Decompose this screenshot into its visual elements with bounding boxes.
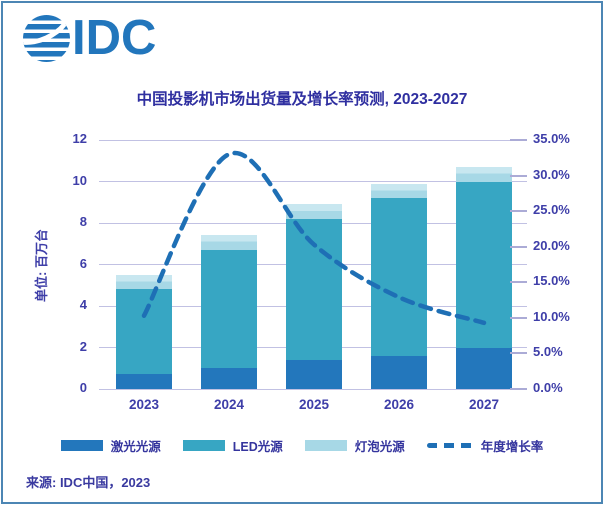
bar-segment-LED光源: [201, 249, 257, 369]
right-axis-tick-label: 5.0%: [533, 344, 563, 360]
chart-title: 中国投影机市场出货量及增长率预测, 2023-2027: [136, 91, 468, 108]
x-axis-label: 2026: [383, 397, 415, 412]
right-axis-tick-label: 35.0%: [533, 131, 570, 146]
bar-segment-灯泡光源: [456, 166, 512, 182]
legend-label: 年度增长率: [480, 440, 544, 454]
legend-label: LED光源: [232, 440, 283, 454]
source-note: 来源: IDC中国，2023: [26, 475, 151, 490]
right-axis-tick-mark: [510, 174, 527, 177]
bar-segment-激光光源: [201, 368, 257, 389]
right-axis-tick-label: 30.0%: [533, 166, 570, 182]
legend-item-LED光源: LED光源: [182, 436, 283, 455]
bar-segment-灯泡光源: [116, 274, 172, 290]
left-axis-tick-label: 6: [79, 255, 87, 271]
plot-area: [99, 139, 527, 390]
right-axis-tick-mark: [510, 245, 527, 248]
bar-segment-激光光源: [456, 347, 512, 389]
legend-swatch: [304, 440, 347, 451]
idc-logo: IDC: [23, 11, 157, 65]
bar-segment-LED光源: [456, 181, 512, 348]
legend-swatch: [60, 440, 103, 451]
bar-segment-激光光源: [286, 359, 342, 389]
bar-segment-灯泡光源: [201, 235, 257, 250]
left-axis-tick-label: 2: [79, 338, 87, 354]
right-axis-tick-label: 15.0%: [533, 273, 570, 289]
idc-globe-icon: [23, 15, 70, 62]
bar-segment-激光光源: [371, 355, 427, 389]
legend-swatch: [182, 440, 225, 451]
left-axis-tick-label: 8: [79, 214, 87, 229]
x-axis-label: 2024: [213, 397, 245, 412]
x-axis-label: 2027: [468, 397, 500, 412]
left-axis-tick-label: 4: [79, 297, 87, 312]
right-axis-tick-mark: [510, 139, 527, 141]
right-axis-tick-label: 10.0%: [533, 308, 570, 324]
right-axis-tick-mark: [510, 281, 527, 284]
legend-label: 激光光源: [110, 440, 161, 454]
bar-segment-激光光源: [116, 374, 172, 389]
legend-dashed-line-sample: [426, 443, 473, 448]
left-axis-tick-label: 12: [72, 131, 87, 146]
bar-segment-LED光源: [371, 198, 427, 356]
legend-label: 灯泡光源: [354, 440, 405, 454]
x-axis-label: 2025: [298, 397, 330, 412]
legend-item-年度增长率: 年度增长率: [426, 436, 544, 455]
right-axis-tick-label: 20.0%: [533, 237, 570, 253]
right-axis-tick-label: 0.0%: [533, 380, 563, 395]
gridline: [99, 139, 527, 141]
bar-segment-灯泡光源: [286, 204, 342, 219]
right-axis-tick-mark: [510, 352, 527, 355]
right-axis-tick-mark: [510, 388, 527, 390]
left-axis-tick-label: 0: [79, 380, 87, 395]
chart-legend: 激光光源 LED光源 灯泡光源 年度增长率: [3, 436, 601, 455]
x-axis-label: 2023: [128, 397, 160, 412]
bar-segment-LED光源: [286, 218, 342, 360]
bar-segment-LED光源: [116, 289, 172, 375]
idc-logo-text: IDC: [72, 11, 157, 65]
right-axis-tick-mark: [510, 316, 527, 319]
gridline: [99, 388, 527, 390]
left-axis-tick-label: 10: [72, 172, 87, 188]
legend-item-灯泡光源: 灯泡光源: [304, 436, 405, 455]
left-axis-unit-label: 单位: 百万台: [34, 229, 49, 302]
bar-segment-灯泡光源: [371, 183, 427, 199]
right-axis-tick-label: 25.0%: [533, 202, 570, 218]
right-axis-tick-mark: [510, 210, 527, 213]
legend-item-激光光源: 激光光源: [60, 436, 161, 455]
